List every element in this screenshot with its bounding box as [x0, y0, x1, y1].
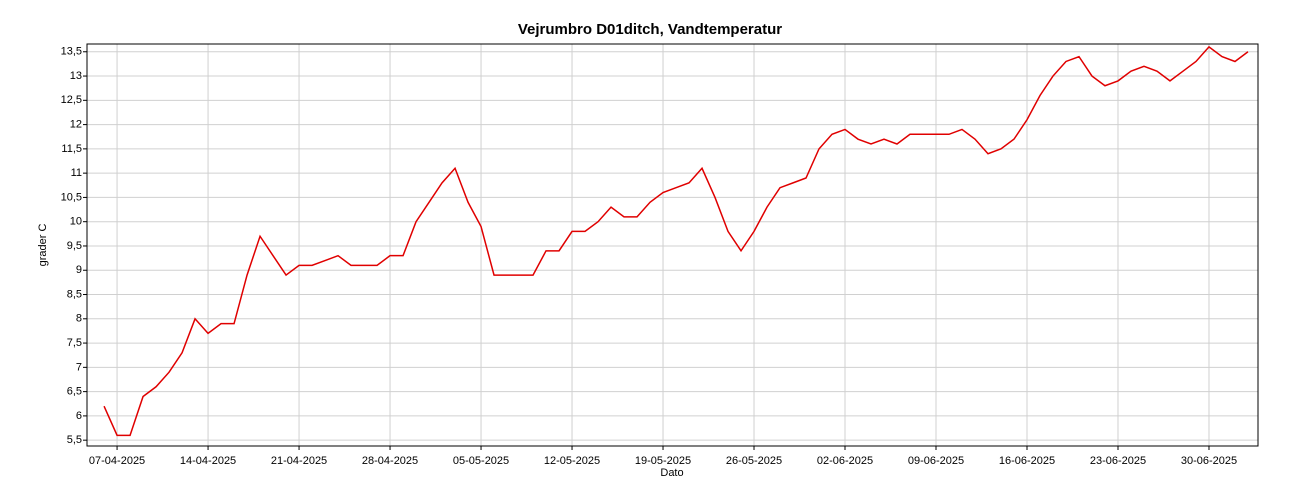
- y-axis-label: grader C: [37, 224, 49, 267]
- plot-frame: [86, 43, 1259, 447]
- x-tick-label: 07-04-2025: [89, 455, 145, 467]
- y-tick-label: 10: [70, 216, 82, 228]
- y-tick-label: 8,5: [67, 288, 82, 300]
- y-tick-label: 11,5: [61, 143, 82, 155]
- x-tick-label: 19-05-2025: [635, 455, 691, 467]
- x-axis-label: Dato: [660, 467, 683, 479]
- y-tick-label: 7: [76, 361, 82, 373]
- grid: [87, 44, 1258, 446]
- x-tick-label: 14-04-2025: [180, 455, 236, 467]
- y-tick-label: 12: [70, 119, 82, 131]
- x-tick-label: 28-04-2025: [362, 455, 418, 467]
- x-tick-label: 02-06-2025: [817, 455, 873, 467]
- y-tick-label: 13,5: [61, 46, 82, 58]
- y-tick-label: 8: [76, 313, 82, 325]
- y-tick-label: 6,5: [67, 386, 82, 398]
- x-tick-label: 16-06-2025: [999, 455, 1055, 467]
- y-tick-label: 9,5: [67, 240, 82, 252]
- plot: [103, 45, 1249, 437]
- data-line: [103, 45, 1249, 437]
- y-tick-label: 7,5: [67, 337, 82, 349]
- x-tick-label: 23-06-2025: [1090, 455, 1146, 467]
- y-tick-label: 5,5: [67, 434, 82, 446]
- x-tick-label: 09-06-2025: [908, 455, 964, 467]
- y-tick-label: 12,5: [61, 94, 82, 106]
- chart-title: Vejrumbro D01ditch, Vandtemperatur: [518, 21, 782, 38]
- y-tick-label: 6: [76, 410, 82, 422]
- y-tick-label: 11: [71, 167, 82, 179]
- x-tick-label: 21-04-2025: [271, 455, 327, 467]
- x-tick-label: 12-05-2025: [544, 455, 600, 467]
- y-tick-label: 9: [76, 264, 82, 276]
- y-tick-label: 13: [70, 70, 82, 82]
- y-tick-label: 10,5: [61, 191, 82, 203]
- x-tick-label: 30-06-2025: [1181, 455, 1237, 467]
- x-tick-label: 26-05-2025: [726, 455, 782, 467]
- x-tick-label: 05-05-2025: [453, 455, 509, 467]
